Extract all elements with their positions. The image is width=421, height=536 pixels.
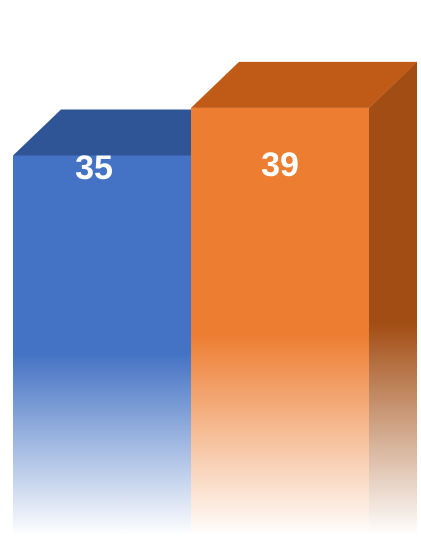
bar-2 [191, 107, 369, 536]
bar-1-top [13, 109, 239, 156]
data-label-2: 39 [261, 146, 299, 184]
bar-1 [13, 155, 191, 536]
bar-2-top [191, 61, 417, 108]
bar-2-side [369, 61, 417, 536]
data-label-1: 35 [75, 149, 113, 187]
